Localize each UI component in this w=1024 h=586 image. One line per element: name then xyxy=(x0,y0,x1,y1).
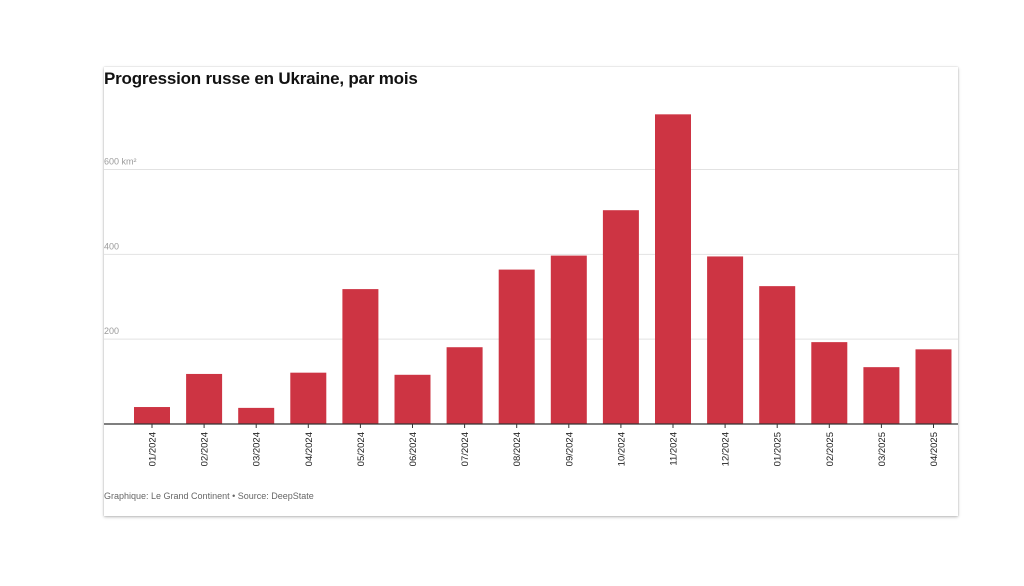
bar-04-2024 xyxy=(290,372,327,424)
x-tick-label-04-2025: 04/2025 xyxy=(929,432,940,466)
y-tick-label-600: 600 km² xyxy=(104,156,137,166)
bar-11-2024 xyxy=(655,114,691,425)
x-tick-label-03-2025: 03/2025 xyxy=(877,432,888,466)
bar-02-2025 xyxy=(811,342,848,424)
bar-12-2024 xyxy=(707,256,744,424)
y-tick-label-400: 400 xyxy=(104,241,119,251)
bar-08-2024 xyxy=(498,269,535,424)
x-tick-label-01-2025: 01/2025 xyxy=(773,432,784,466)
x-tick-label-04-2024: 04/2024 xyxy=(304,432,315,466)
x-tick-label-01-2024: 01/2024 xyxy=(148,432,159,466)
x-tick-label-02-2024: 02/2024 xyxy=(200,432,211,466)
bar-03-2024 xyxy=(238,407,275,424)
bar-06-2024 xyxy=(394,374,431,424)
bar-05-2024 xyxy=(342,289,379,424)
x-tick-label-09-2024: 09/2024 xyxy=(564,432,575,466)
bar-01-2025 xyxy=(759,286,796,424)
x-tick-label-05-2024: 05/2024 xyxy=(356,432,367,466)
x-tick-label-06-2024: 06/2024 xyxy=(408,432,419,466)
y-tick-label-200: 200 xyxy=(104,326,119,336)
x-tick-label-03-2024: 03/2024 xyxy=(252,432,263,466)
x-tick-label-10-2024: 10/2024 xyxy=(616,432,627,466)
bar-01-2024 xyxy=(134,407,170,424)
bar-07-2024 xyxy=(446,347,483,424)
bar-chart: 200 400 600 km² 01/2024 02/2024 03/2024 04/202… xyxy=(104,114,958,466)
chart-card: Progression russe en Ukraine, par mois 2… xyxy=(104,67,958,516)
source-credit: Graphique: Le Grand Continent • Source: … xyxy=(104,491,314,501)
x-tick-label-08-2024: 08/2024 xyxy=(512,432,523,466)
x-tick-label-07-2024: 07/2024 xyxy=(460,432,471,466)
x-tick-label-02-2025: 02/2025 xyxy=(825,432,836,466)
x-tick-label-12-2024: 12/2024 xyxy=(721,432,732,466)
chart-title: Progression russe en Ukraine, par mois xyxy=(104,69,418,88)
bar-04-2025 xyxy=(915,349,952,424)
x-tick-label-11-2024: 11/2024 xyxy=(669,432,680,466)
bar-09-2024 xyxy=(550,255,587,424)
bar-10-2024 xyxy=(602,210,639,424)
bar-02-2024 xyxy=(186,373,223,424)
bar-03-2025 xyxy=(863,367,900,424)
